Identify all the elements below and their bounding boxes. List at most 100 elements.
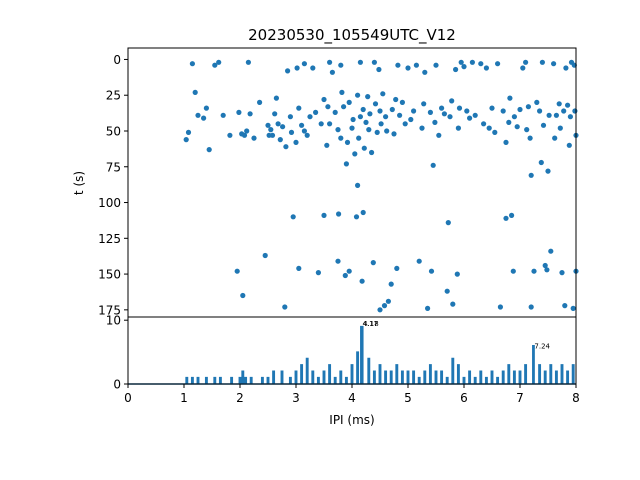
scatter-point	[556, 101, 562, 107]
scatter-y-tick-label: 50	[106, 124, 121, 138]
line-x-axis-ticks: 0 1 2 3 4 5 6 7 8	[124, 384, 580, 405]
scatter-point	[562, 303, 568, 309]
scatter-point	[419, 125, 425, 131]
scatter-point	[272, 111, 278, 117]
scatter-point	[352, 151, 358, 157]
scatter-point	[538, 159, 544, 166]
scatter-point	[517, 106, 523, 113]
scatter-point	[531, 268, 537, 274]
scatter-point	[385, 298, 391, 304]
scatter-point	[447, 114, 453, 120]
scatter-point	[366, 127, 372, 133]
scatter-point	[335, 258, 341, 264]
scatter-point	[525, 104, 532, 110]
scatter-point	[413, 62, 419, 68]
line-y-tick-label: 0	[113, 378, 121, 392]
scatter-point	[441, 111, 447, 117]
scatter-point	[195, 112, 201, 118]
scatter-point	[557, 125, 563, 131]
scatter-point	[544, 267, 550, 273]
scatter-point	[285, 68, 291, 74]
scatter-point	[212, 62, 218, 68]
scatter-point	[553, 112, 560, 118]
scatter-point	[507, 95, 513, 101]
peak-annotation-label: 7.24	[534, 342, 550, 350]
scatter-point	[335, 127, 341, 133]
scatter-point	[511, 114, 517, 120]
scatter-point	[377, 307, 383, 313]
scatter-point	[315, 270, 321, 276]
scatter-point	[408, 116, 414, 123]
scatter-point	[384, 128, 390, 134]
scatter-point	[572, 108, 578, 114]
x-tick-label: 0	[124, 391, 132, 405]
scatter-point	[552, 135, 558, 141]
scatter-point	[321, 96, 327, 103]
scatter-point	[369, 149, 375, 156]
scatter-point	[542, 262, 548, 269]
scatter-point	[528, 172, 534, 178]
scatter-y-tick-label: 25	[106, 89, 121, 103]
line-axes-frame	[127, 316, 577, 385]
scatter-point	[402, 121, 408, 127]
scatter-point	[277, 137, 283, 143]
scatter-point	[350, 116, 356, 123]
x-tick-label: 4	[348, 391, 356, 405]
scatter-point	[503, 215, 509, 221]
scatter-point	[189, 61, 195, 67]
scatter-y-tick-label: 75	[106, 160, 121, 174]
scatter-point	[332, 109, 338, 115]
scatter-point	[388, 281, 394, 287]
scatter-point	[307, 114, 313, 120]
scatter-y-tick-label: 175	[98, 303, 121, 317]
scatter-point	[327, 121, 333, 127]
scatter-point	[325, 104, 331, 110]
scatter-point	[455, 125, 461, 131]
scatter-point	[359, 278, 365, 284]
scatter-point	[514, 124, 520, 130]
scatter-point	[299, 122, 305, 128]
scatter-point	[551, 61, 557, 67]
scatter-point	[201, 115, 207, 121]
scatter-point	[391, 131, 397, 137]
peak-annotations: 4.174.18 7.24	[363, 320, 551, 350]
scatter-point	[293, 139, 299, 145]
scatter-point	[327, 59, 333, 65]
scatter-point	[269, 132, 276, 138]
scatter-y-axis-ticks: 0 25 50 75 100 125 150 175	[98, 53, 128, 317]
scatter-point	[540, 122, 547, 128]
ipi-line-panel: 4.174.18 7.24 0 10 0 1 2 3 4 5 6 7 8 IPI (ms)	[106, 314, 580, 427]
x-tick-label: 7	[516, 391, 524, 405]
x-tick-label: 8	[572, 391, 580, 405]
x-axis-label: IPI (ms)	[329, 413, 374, 427]
scatter-point	[411, 108, 417, 114]
scatter-point	[343, 161, 349, 167]
scatter-point	[268, 127, 274, 133]
scatter-point	[294, 65, 300, 71]
scatter-point	[183, 137, 189, 143]
scatter-point	[318, 121, 324, 127]
scatter-point	[393, 96, 399, 103]
scatter-point	[425, 305, 431, 311]
scatter-point	[565, 102, 571, 108]
scatter-point	[301, 61, 307, 67]
scatter-point	[545, 168, 551, 174]
scatter-point	[486, 125, 492, 131]
scatter-point	[245, 59, 251, 65]
scatter-point	[509, 212, 515, 218]
x-tick-label: 3	[292, 391, 300, 405]
scatter-point	[273, 95, 279, 101]
scatter-point	[436, 132, 442, 138]
scatter-point	[497, 304, 503, 310]
scatter-point	[244, 128, 250, 134]
scatter-point	[185, 129, 192, 135]
scatter-point	[469, 59, 475, 65]
scatter-point	[495, 61, 501, 67]
scatter-panel: 0 25 50 75 100 125 150 175 t (s)	[72, 47, 579, 318]
scatter-point	[360, 209, 366, 216]
scatter-point	[251, 135, 257, 141]
scatter-point	[346, 268, 352, 274]
scatter-point	[430, 162, 436, 168]
x-tick-label: 6	[460, 391, 468, 405]
